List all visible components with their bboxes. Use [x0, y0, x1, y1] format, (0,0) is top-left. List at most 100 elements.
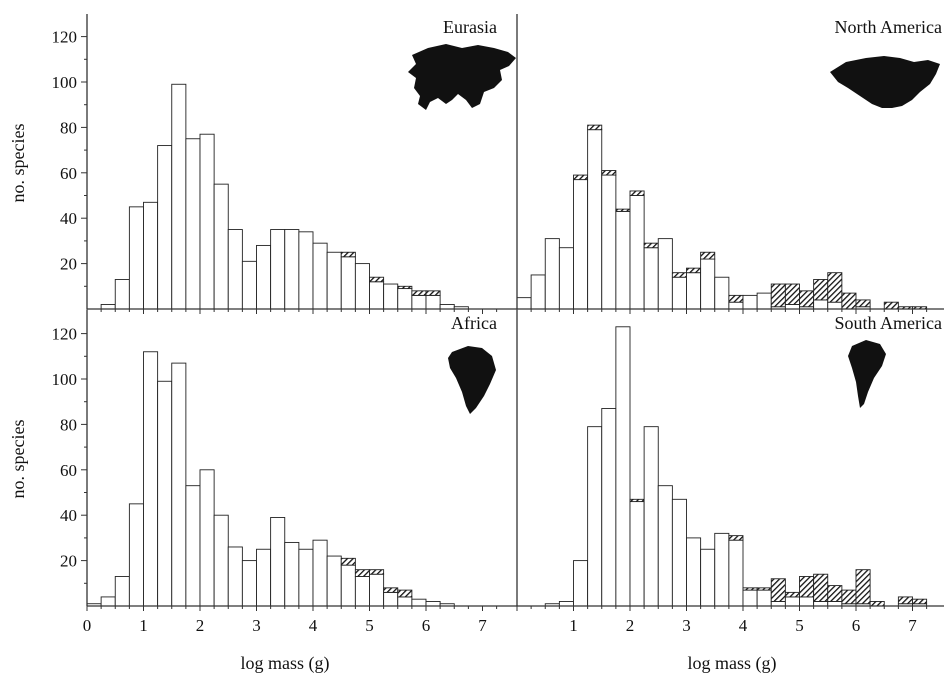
- bar-eurasia-bin-9: [213, 183, 229, 310]
- bar-north-america-bin-16: [742, 294, 758, 310]
- x-tick-label-africa-4: 4: [309, 616, 318, 635]
- bar-eurasia-bin-8: [199, 133, 215, 310]
- bar-extinct-south-america-bin-23: [841, 589, 857, 605]
- bar-extinct-africa-bin-20: [369, 569, 385, 575]
- bar-africa-bin-6: [171, 362, 187, 607]
- bar-africa-bin-22: [397, 596, 413, 607]
- y-tick-label-eurasia-40: 40: [60, 209, 77, 228]
- bar-north-america-bin-7: [615, 210, 631, 310]
- bar-extinct-south-america-bin-16: [742, 587, 758, 591]
- bar-eurasia-bin-19: [354, 263, 370, 310]
- bar-africa-bin-13: [270, 517, 286, 607]
- bar-north-america-bin-17: [756, 292, 772, 310]
- y-tick-label-africa-20: 20: [60, 552, 77, 571]
- bar-extinct-north-america-bin-13: [700, 251, 716, 260]
- y-tick-label-africa-80: 80: [60, 415, 77, 434]
- bar-eurasia-bin-13: [270, 229, 286, 310]
- bar-africa-bin-16: [312, 539, 328, 607]
- bar-north-america-bin-15: [728, 301, 744, 310]
- bar-africa-bin-5: [157, 380, 173, 607]
- y-tick-label-eurasia-20: 20: [60, 255, 77, 274]
- bar-extinct-north-america-bin-6: [601, 170, 617, 176]
- bar-eurasia-bin-18: [340, 256, 356, 310]
- bar-south-america-bin-13: [700, 548, 716, 607]
- bar-eurasia-bin-5: [157, 145, 173, 310]
- x-tick-label-africa-0: 0: [83, 616, 92, 635]
- bar-extinct-south-america-bin-27: [897, 596, 913, 605]
- bar-africa-bin-21: [383, 591, 399, 607]
- bar-north-america-bin-10: [657, 238, 673, 310]
- bar-eurasia-bin-4: [143, 201, 159, 310]
- bar-eurasia-bin-14: [284, 229, 300, 310]
- x-tick-label-south-america-7: 7: [908, 616, 917, 635]
- bar-north-america-bin-1: [530, 274, 546, 310]
- bar-extinct-south-america-bin-25: [869, 601, 885, 607]
- bar-south-america-bin-4: [573, 560, 589, 607]
- bar-eurasia-bin-21: [383, 283, 399, 310]
- bar-south-america-bin-20: [799, 596, 815, 607]
- bar-extinct-north-america-bin-9: [643, 242, 659, 249]
- bar-north-america-bin-2: [544, 238, 560, 310]
- bar-eurasia-bin-25: [439, 304, 455, 310]
- bar-extinct-south-america-bin-28: [912, 598, 928, 605]
- bar-extinct-north-america-bin-20: [799, 290, 815, 308]
- y-tick-label-africa-100: 100: [52, 370, 78, 389]
- x-tick-label-south-america-6: 6: [852, 616, 861, 635]
- x-tick-label-africa-3: 3: [252, 616, 261, 635]
- bar-extinct-south-america-bin-24: [855, 569, 871, 605]
- bar-africa-bin-10: [227, 546, 243, 607]
- x-tick-label-south-america-2: 2: [626, 616, 635, 635]
- y-tick-label-africa-40: 40: [60, 506, 77, 525]
- bar-extinct-south-america-bin-20: [799, 576, 815, 598]
- bar-eurasia-bin-15: [298, 231, 314, 310]
- bar-south-america-bin-8: [629, 501, 645, 607]
- bar-extinct-south-america-bin-21: [813, 573, 829, 602]
- bar-north-america-bin-22: [827, 301, 843, 310]
- bar-eurasia-bin-16: [312, 242, 328, 310]
- bar-north-america-bin-11: [671, 276, 687, 310]
- bar-africa-bin-15: [298, 548, 314, 607]
- bar-eurasia-bin-24: [425, 294, 441, 310]
- bar-eurasia-bin-3: [128, 206, 144, 310]
- bar-south-america-bin-5: [587, 426, 603, 607]
- bar-extinct-eurasia-bin-20: [369, 276, 385, 283]
- bar-africa-bin-4: [143, 351, 159, 607]
- bar-north-america-bin-5: [587, 129, 603, 310]
- panel-title-south-america: South America: [835, 313, 942, 333]
- bar-extinct-north-america-bin-26: [883, 301, 899, 310]
- bar-africa-bin-7: [185, 485, 201, 607]
- x-tick-label-south-america-5: 5: [795, 616, 804, 635]
- panel-north-america: North America: [516, 14, 944, 314]
- x-tick-label-africa-1: 1: [139, 616, 148, 635]
- bar-extinct-north-america-bin-5: [587, 124, 603, 131]
- bar-south-america-bin-9: [643, 426, 659, 607]
- bar-extinct-south-america-bin-22: [827, 585, 843, 602]
- bar-eurasia-bin-23: [411, 294, 427, 310]
- bar-extinct-south-america-bin-8: [629, 498, 645, 503]
- bar-africa-bin-20: [369, 573, 385, 607]
- bar-africa-bin-24: [425, 601, 441, 607]
- bar-extinct-eurasia-bin-22: [397, 285, 413, 290]
- x-tick-label-south-america-1: 1: [569, 616, 578, 635]
- bar-extinct-north-america-bin-22: [827, 272, 843, 303]
- bar-south-america-bin-21: [813, 601, 829, 607]
- africa-map-icon: [448, 346, 496, 414]
- bar-north-america-bin-13: [700, 258, 716, 310]
- bar-eurasia-bin-10: [227, 229, 243, 310]
- bar-extinct-south-america-bin-19: [784, 591, 800, 598]
- bar-north-america-bin-9: [643, 247, 659, 310]
- bar-north-america-bin-21: [813, 299, 829, 310]
- bar-south-america-bin-3: [558, 601, 574, 607]
- north-america-map-icon: [830, 56, 940, 108]
- bar-extinct-north-america-bin-7: [615, 208, 631, 212]
- bar-africa-bin-14: [284, 541, 300, 607]
- bar-extinct-eurasia-bin-23: [411, 290, 427, 296]
- x-tick-label-africa-6: 6: [422, 616, 431, 635]
- panel-title-eurasia: Eurasia: [443, 17, 497, 37]
- bar-north-america-bin-0: [516, 297, 532, 310]
- x-tick-label-africa-7: 7: [478, 616, 487, 635]
- bar-extinct-africa-bin-21: [383, 587, 399, 593]
- y-tick-label-eurasia-60: 60: [60, 164, 77, 183]
- bar-north-america-bin-12: [686, 272, 702, 310]
